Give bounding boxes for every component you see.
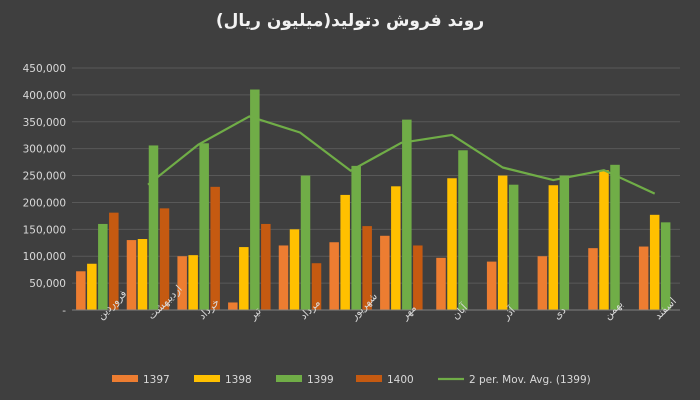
- bar-1398: [239, 247, 249, 310]
- bar-1399: [610, 164, 620, 310]
- legend-swatch-1400: [356, 375, 382, 382]
- bar-1397: [177, 256, 187, 310]
- legend-label: 1397: [143, 374, 170, 386]
- y-tick-label: 150,000: [23, 224, 66, 236]
- bar-1398: [391, 186, 401, 310]
- bar-1398: [497, 175, 508, 310]
- bar-1398: [447, 178, 457, 310]
- bar-1399: [351, 165, 361, 310]
- legend-swatch-1397: [112, 375, 138, 382]
- bar-1398: [289, 229, 300, 310]
- bar-1399: [98, 223, 108, 310]
- bar-1399: [508, 184, 519, 310]
- y-tick-label: -: [62, 305, 66, 317]
- bar-1397: [76, 271, 86, 310]
- y-tick-label: 300,000: [23, 144, 66, 156]
- legend-label: 1398: [225, 374, 252, 386]
- bar-1400: [210, 186, 220, 310]
- bar-1400: [413, 245, 423, 310]
- bars: [76, 89, 671, 310]
- bar-1397: [436, 257, 446, 310]
- bar-1399: [559, 175, 570, 310]
- bar-1398: [137, 239, 148, 310]
- bar-1398: [87, 263, 97, 310]
- bar-1397: [638, 246, 649, 310]
- bar-1397: [329, 242, 339, 310]
- chart-title: روند فروش دتولید(میلیون ریال): [216, 11, 484, 31]
- bar-1398: [548, 185, 559, 310]
- y-tick-label: 350,000: [23, 117, 66, 129]
- legend-swatch-1398: [194, 375, 220, 382]
- bar-1400: [311, 263, 322, 310]
- bar-1400: [362, 226, 372, 310]
- bar-1400: [261, 223, 271, 310]
- bar-1398: [188, 255, 198, 310]
- bar-1397: [228, 302, 238, 310]
- bar-1399: [250, 89, 260, 310]
- y-tick-label: 100,000: [23, 251, 66, 263]
- bar-1400: [109, 212, 119, 310]
- legend-label: 1400: [387, 374, 414, 386]
- y-tick-label: 250,000: [23, 171, 66, 183]
- bar-1399: [148, 145, 159, 310]
- bar-1399: [660, 222, 671, 310]
- y-tick-label: 400,000: [23, 90, 66, 102]
- bar-1397: [278, 245, 289, 310]
- bar-1400: [159, 208, 170, 310]
- bar-1399: [199, 143, 209, 310]
- legend-swatch-1399: [276, 375, 302, 382]
- y-tick-label: 450,000: [23, 63, 66, 75]
- bar-1398: [649, 214, 660, 310]
- moving-average-line: [147, 115, 656, 195]
- gridlines: [72, 67, 680, 311]
- bar-1399: [300, 175, 311, 310]
- bar-1397: [486, 261, 497, 310]
- moving-average: [147, 115, 656, 195]
- legend-label: 2 per. Mov. Avg. (1399): [469, 374, 591, 386]
- bar-1398: [599, 170, 609, 310]
- bar-1397: [380, 235, 390, 310]
- bar-1399: [402, 119, 412, 310]
- bar-1397: [537, 256, 548, 310]
- bar-1399: [458, 150, 468, 310]
- y-axis: - 50,000 100,000 150,000 200,000 250,000 300,0…: [23, 63, 67, 317]
- bar-1397: [126, 240, 137, 310]
- legend: 1397 1398 1399 1400 2 per. Mov. Avg. (1399): [112, 374, 591, 386]
- legend-label: 1399: [307, 374, 334, 386]
- y-tick-label: 50,000: [29, 278, 66, 290]
- y-tick-label: 200,000: [23, 197, 66, 209]
- bar-1398: [340, 194, 350, 310]
- bar-1397: [588, 248, 598, 310]
